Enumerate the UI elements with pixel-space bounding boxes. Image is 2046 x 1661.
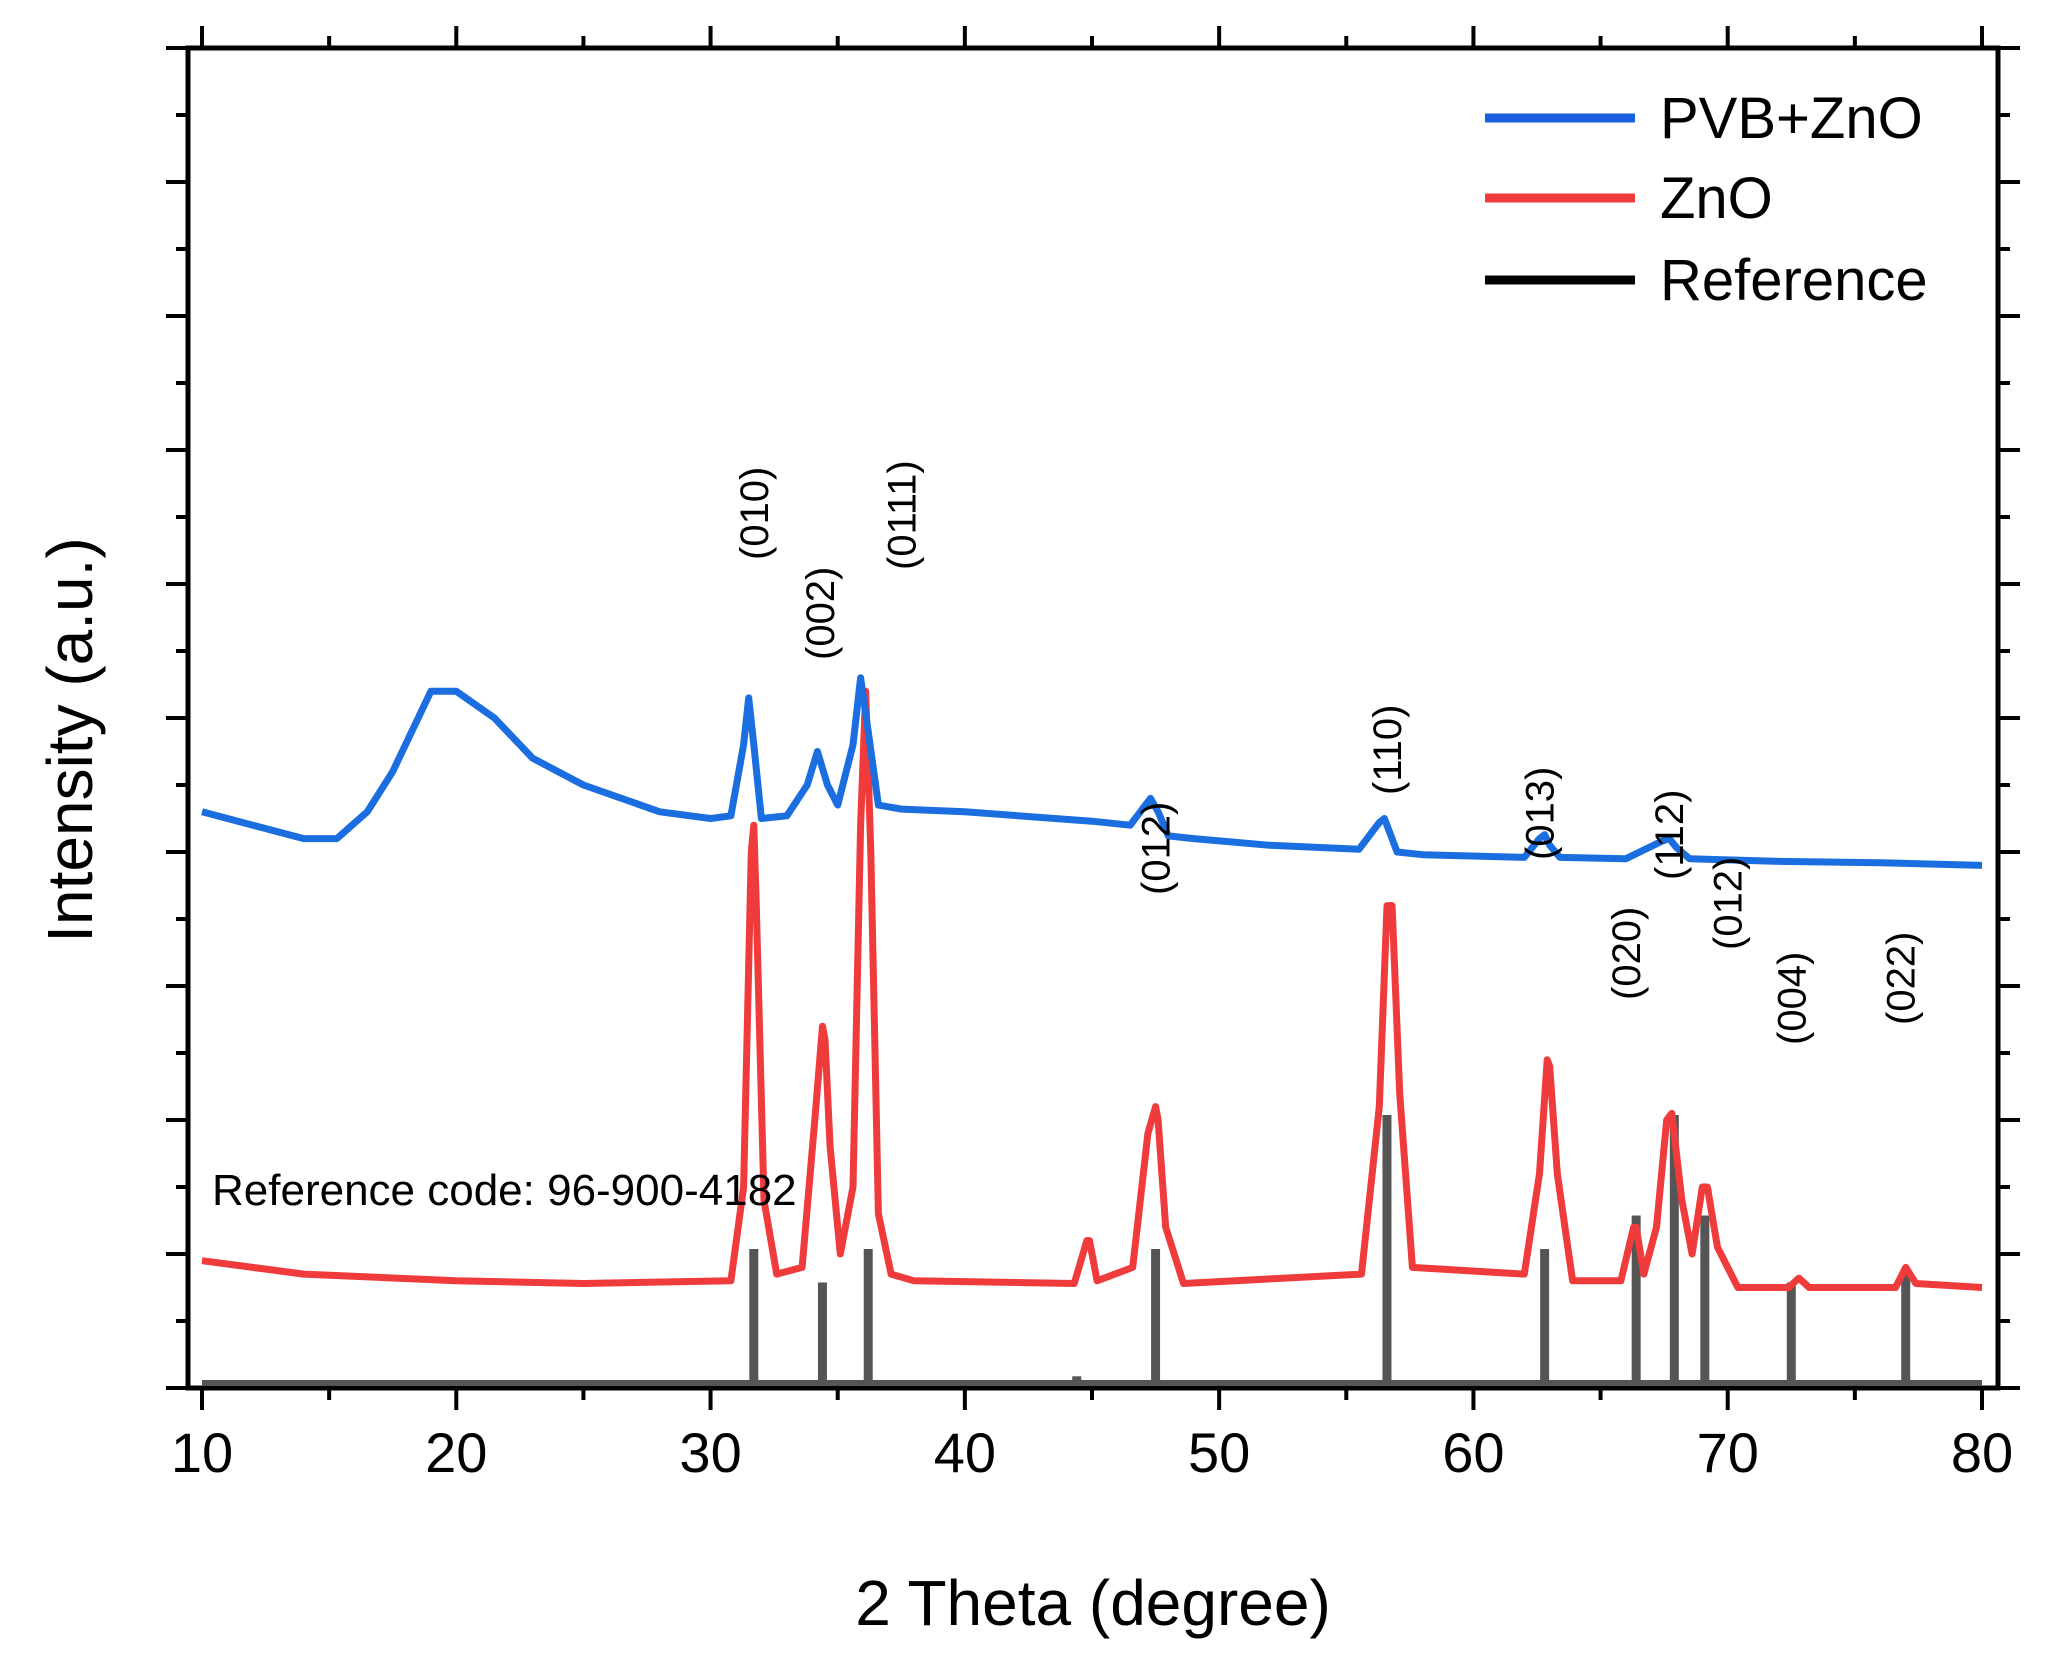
peak-label: (012) <box>1135 802 1179 895</box>
x-tick-label: 30 <box>679 1421 741 1484</box>
reference-code-label: Reference code: 96-900-4182 <box>212 1166 797 1215</box>
peak-label: (020) <box>1605 907 1649 1000</box>
peak-label: (112) <box>1648 790 1692 880</box>
peak-label: (0111) <box>880 460 924 570</box>
peak-label: (004) <box>1770 952 1814 1045</box>
peak-label: (012) <box>1707 857 1751 950</box>
x-tick-label: 40 <box>934 1421 996 1484</box>
y-axis-ticks <box>166 46 2020 1390</box>
peak-label: (010) <box>733 467 777 560</box>
x-tick-label: 60 <box>1442 1421 1504 1484</box>
x-axis-tick-labels: 10 20 30 40 50 60 70 80 <box>171 1421 2013 1484</box>
legend: PVB+ZnO ZnO Reference <box>1485 86 1928 313</box>
x-tick-label: 50 <box>1188 1421 1250 1484</box>
series-line-zno <box>201 687 1983 1291</box>
peak-annotations: (010) (002) (0111) (012) (110) (013) (020) (112… <box>733 460 1924 1045</box>
series-line-pvb-zno <box>201 674 1983 869</box>
legend-label-zno: ZnO <box>1660 166 1773 231</box>
peak-label: (022) <box>1880 932 1924 1025</box>
peak-label: (002) <box>799 567 843 660</box>
legend-label-reference: Reference <box>1660 248 1928 313</box>
x-tick-label: 20 <box>425 1421 487 1484</box>
x-axis-title: 2 Theta (degree) <box>855 1567 1331 1639</box>
x-tick-label: 70 <box>1697 1421 1759 1484</box>
x-tick-label: 80 <box>1951 1421 2013 1484</box>
peak-label: (013) <box>1519 767 1563 860</box>
x-axis-ticks <box>200 26 1984 1410</box>
y-axis-title: Intensity (a.u.) <box>34 537 106 943</box>
legend-label-pvb-zno: PVB+ZnO <box>1660 86 1923 151</box>
peak-label: (110) <box>1366 705 1410 795</box>
x-tick-label: 10 <box>171 1421 233 1484</box>
